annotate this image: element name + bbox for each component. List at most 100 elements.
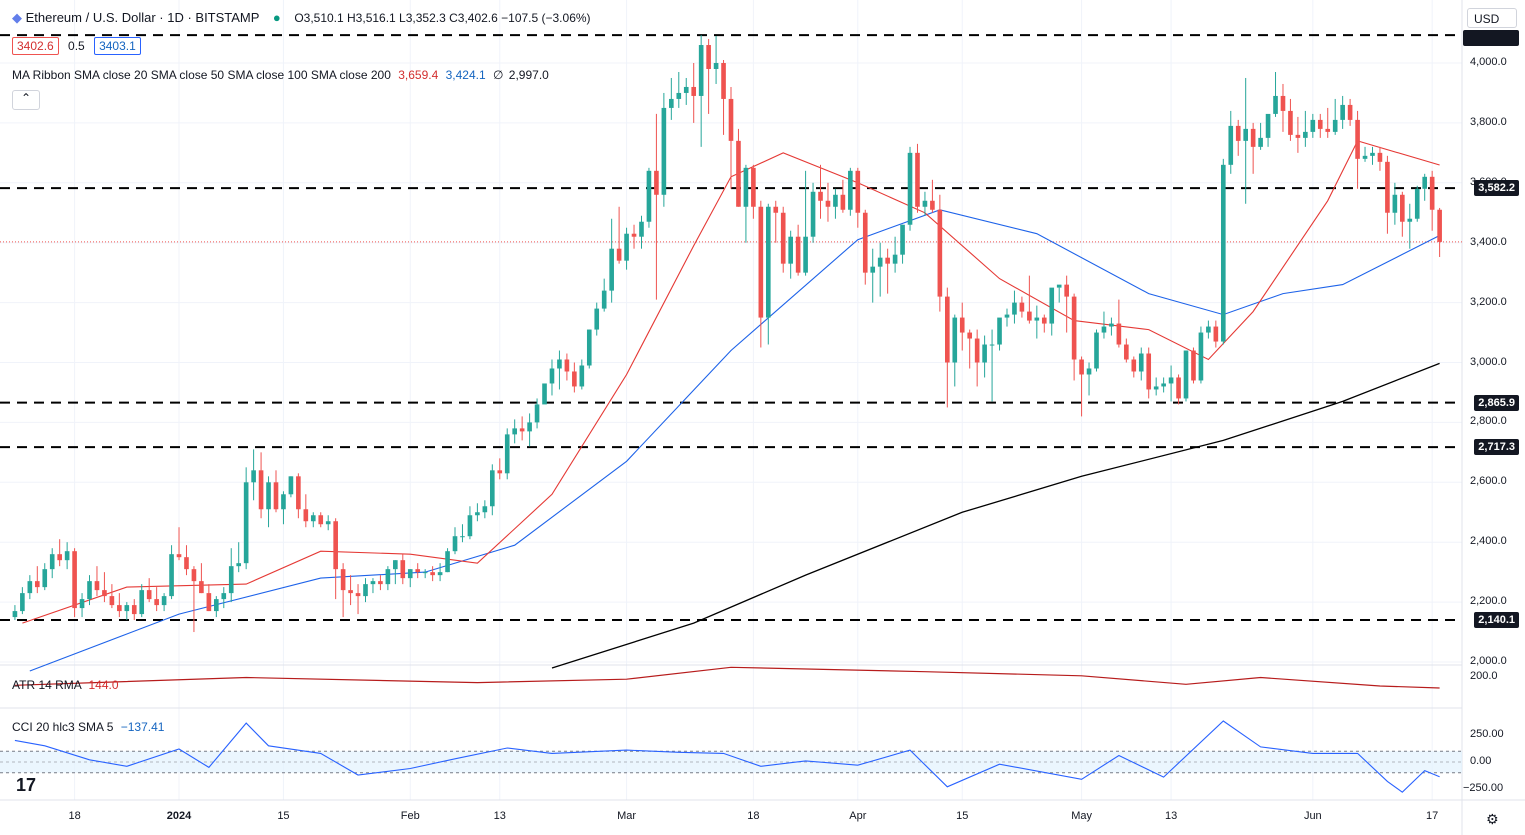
price-tick-label: 2,800.0 (1470, 415, 1507, 428)
ma-ribbon-label: MA Ribbon SMA close 20 SMA close 50 SMA … (12, 68, 391, 82)
cci-tick-label: −250.00 (1463, 782, 1504, 794)
candle-body (1295, 134, 1301, 138)
candle (534, 398, 540, 429)
candle (1429, 170, 1435, 231)
candle (445, 548, 450, 573)
candle-body (892, 254, 898, 264)
candle (1191, 347, 1196, 384)
candle-body (1168, 377, 1174, 384)
candle (12, 605, 18, 621)
candle (1206, 320, 1211, 339)
candle (1317, 113, 1323, 138)
candle-body (1206, 326, 1211, 333)
candle-body (833, 194, 838, 207)
candle (1176, 374, 1181, 405)
candle-body (862, 212, 868, 273)
candle-body (609, 248, 614, 291)
candle (400, 554, 406, 585)
candle-body (273, 482, 279, 510)
price-tick-label: 3,400.0 (1470, 235, 1507, 248)
candle (273, 470, 279, 513)
date-tick-label: Mar (617, 810, 637, 822)
candle-body (1064, 284, 1069, 297)
candle (1288, 98, 1293, 141)
candle-body (504, 434, 510, 474)
candle (161, 593, 167, 612)
candle-body (1220, 164, 1226, 342)
cci-tick-label: 0.00 (1470, 755, 1492, 767)
candle-body (1258, 137, 1263, 147)
candle (892, 236, 898, 273)
candle-body (1243, 128, 1248, 141)
candle (870, 248, 876, 303)
candle (669, 77, 674, 120)
candle-body (445, 551, 450, 573)
date-tick-label: Jun (1303, 810, 1322, 822)
ma-ribbon-legend[interactable]: MA Ribbon SMA close 20 SMA close 50 SMA … (12, 68, 549, 82)
date-tick-label: 18 (68, 810, 81, 822)
level-price-tag: 3,582.2 (1474, 180, 1519, 197)
candle (1377, 146, 1383, 171)
candle-body (1385, 161, 1390, 213)
candle-body (385, 569, 391, 585)
candle (572, 362, 577, 393)
candle-body (1235, 125, 1241, 141)
candle (989, 329, 995, 402)
candle-body (527, 422, 532, 432)
candle-body (512, 428, 517, 435)
candle (497, 458, 503, 480)
candle-body (1124, 344, 1129, 360)
candle (1355, 110, 1360, 189)
candle-body (646, 170, 652, 222)
candle (594, 302, 600, 336)
tradingview-logo[interactable]: 17 (16, 775, 36, 796)
candle-body (422, 572, 428, 574)
candle-body (1131, 359, 1137, 372)
candle (1124, 338, 1129, 363)
candle (191, 566, 197, 633)
candle (1347, 98, 1353, 126)
candle-body (885, 257, 890, 264)
candle-body (1086, 368, 1092, 375)
cci-legend[interactable]: CCI 20 hlc3 SMA 5 −137.41 (12, 720, 164, 734)
ask-price[interactable]: 3403.1 (94, 37, 141, 55)
cci-line (14, 720, 1440, 793)
candle-body (1265, 113, 1271, 138)
currency-select[interactable]: USD ▼ (1467, 8, 1517, 45)
candle (1153, 377, 1159, 396)
candle (102, 572, 107, 603)
candle (1071, 293, 1077, 381)
candle (974, 329, 980, 387)
candle-body (1429, 176, 1435, 210)
candle-body (564, 359, 570, 372)
candle-body (586, 329, 592, 366)
candle (877, 242, 883, 297)
candle-body (959, 317, 965, 333)
candle-body (475, 512, 480, 516)
candle (1414, 185, 1420, 222)
candle-body (870, 266, 876, 273)
price-tick-label: 3,800.0 (1470, 115, 1507, 128)
candle-body (825, 200, 831, 207)
candle-body (191, 569, 197, 582)
candle-body (348, 590, 353, 594)
candle-body (49, 554, 55, 570)
settings-gear-icon[interactable]: ⚙ (1486, 811, 1499, 827)
candle-body (407, 569, 413, 579)
candle (1325, 107, 1331, 138)
bid-price[interactable]: 3402.6 (12, 37, 59, 55)
candle (199, 563, 204, 594)
candle-body (1340, 104, 1345, 120)
candle (549, 359, 555, 396)
candle-body (72, 551, 77, 609)
candle (907, 146, 913, 231)
candle-body (997, 317, 1002, 345)
candle (370, 578, 376, 594)
collapse-legend-button[interactable]: ⌃ (12, 90, 40, 110)
atr-legend[interactable]: ATR 14 RMA 144.0 (12, 678, 119, 692)
sma100-value: ∅ (493, 68, 504, 82)
candle (586, 329, 592, 369)
candle-body (1392, 194, 1398, 213)
candle (676, 71, 682, 108)
